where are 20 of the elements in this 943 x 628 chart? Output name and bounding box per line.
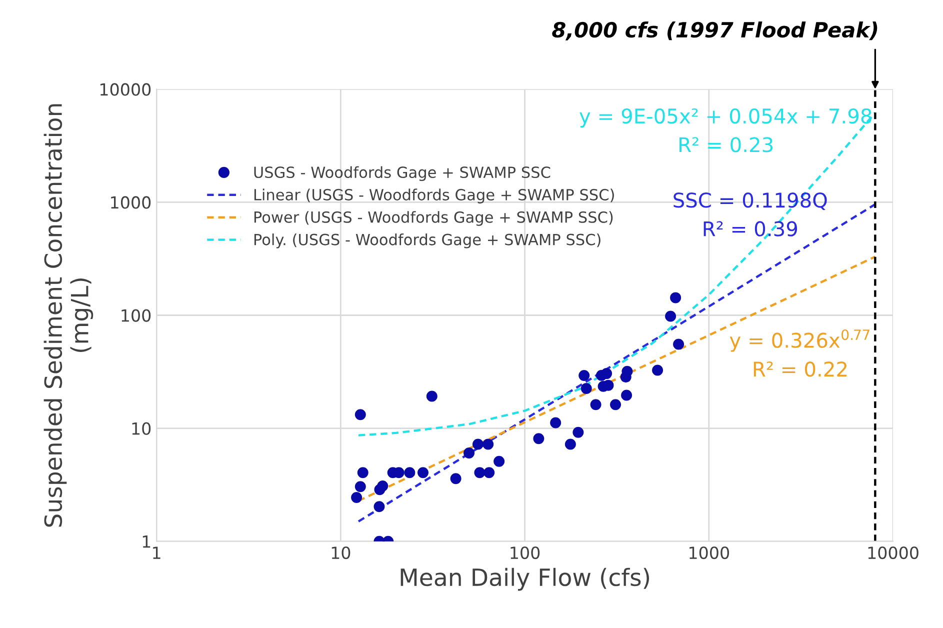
y-axis-title: Suspended Sediment Concentration (mg/L)	[44, 104, 94, 527]
y-tick-label: 1000	[111, 196, 151, 209]
x-axis-title: Mean Daily Flow (cfs)	[400, 568, 650, 591]
legend-label: Poly. (USGS - Woodfords Gage + SWAMP SSC)	[254, 234, 600, 248]
y-tick-label: 1	[142, 536, 150, 548]
legend-label: USGS - Woodfords Gage + SWAMP SSC	[254, 166, 550, 182]
x-tick-label: 10	[332, 546, 350, 560]
x-tick-label: 100	[510, 546, 540, 560]
y-tick-label: 10	[132, 422, 151, 435]
text: y = 0.326x$^{0.77}$ R² = 0.22	[730, 329, 870, 377]
y-tick-label: 10000	[100, 83, 151, 96]
legend-label: Power (USGS - Woodfords Gage + SWAMP SSC)	[254, 211, 613, 226]
x-tick-label: 1	[153, 546, 160, 559]
x-tick-label: 10000	[868, 546, 918, 560]
annotation: SSC = 0.1198Q R² = 0.39	[674, 192, 827, 236]
x-tick-label: 1000	[690, 546, 729, 560]
legend-label: Linear (USGS - Woodfords Gage + SWAMP SSC)	[254, 188, 614, 204]
ref-line-label: 8,000 cfs (1997 Flood Peak)	[552, 22, 878, 40]
annotation: y = 9E-05x² + 0.054x + 7.98 R² = 0.23	[580, 108, 872, 152]
y-tick-label: 100	[122, 309, 151, 322]
